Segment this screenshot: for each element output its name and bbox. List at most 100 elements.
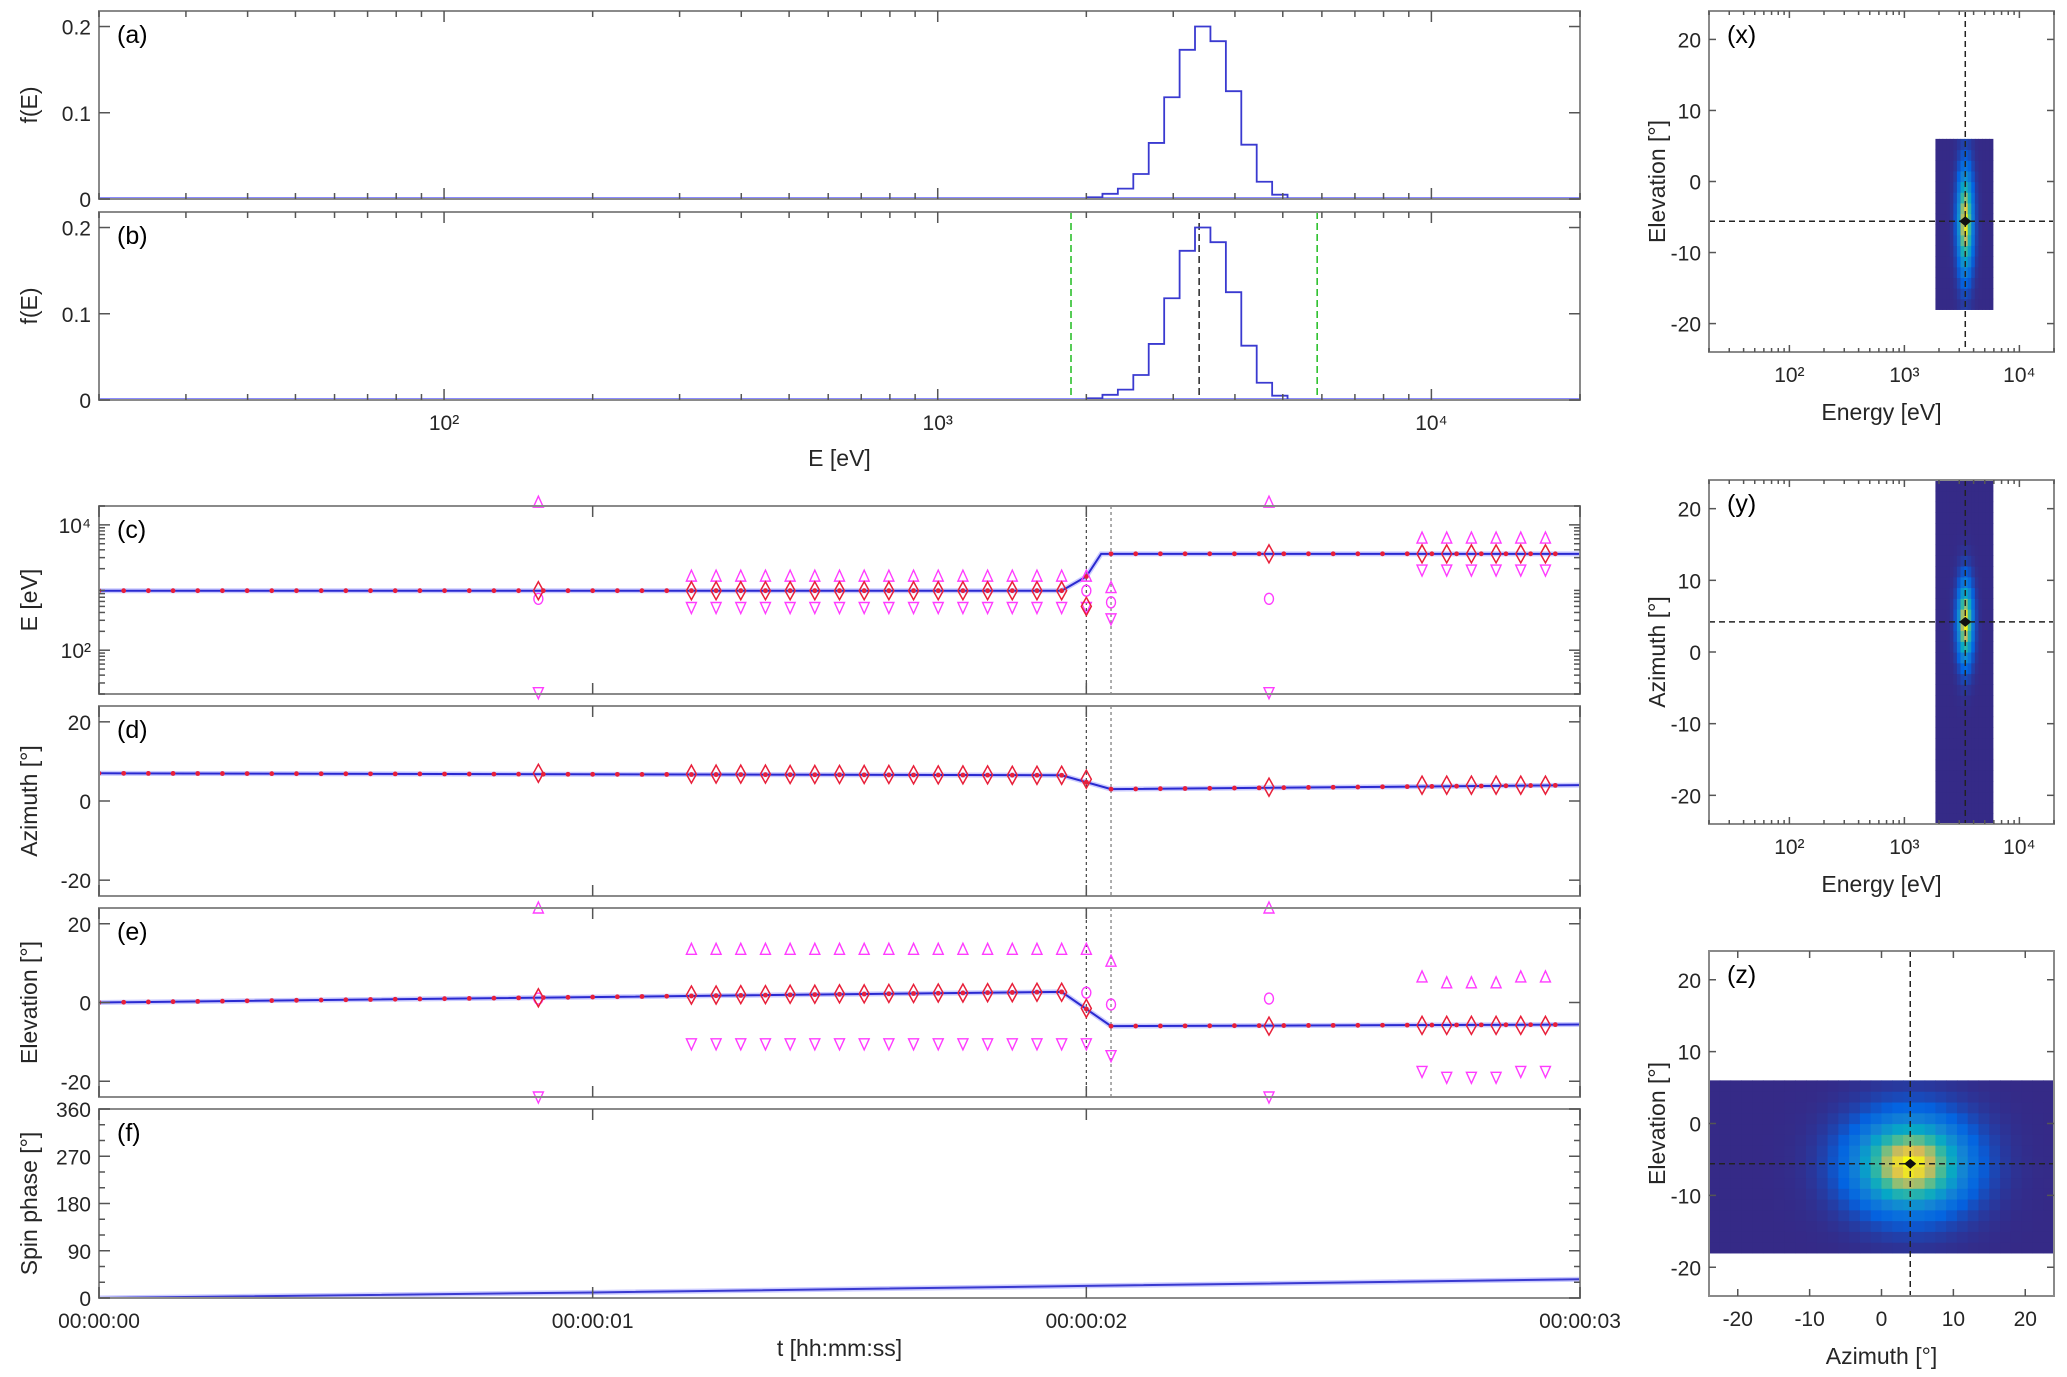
triangle-down-marker bbox=[932, 1038, 945, 1052]
heatmap-cell bbox=[1942, 256, 1947, 268]
heatmap-cell bbox=[1935, 512, 1940, 524]
heatmap-cell bbox=[1892, 1231, 1904, 1243]
triangle-up-marker bbox=[759, 941, 772, 956]
heatmap-cell bbox=[1935, 138, 1940, 151]
sample-dot bbox=[787, 588, 793, 594]
sample-dot bbox=[1478, 551, 1484, 557]
diamond-marker bbox=[833, 983, 846, 1005]
heatmap-cell bbox=[1762, 1091, 1775, 1103]
diamond-marker bbox=[907, 764, 920, 786]
heatmap-cell bbox=[1982, 576, 1987, 589]
heatmap-cell bbox=[1985, 181, 1990, 193]
heatmap-cell bbox=[1949, 609, 1954, 621]
heatmap-cell bbox=[1974, 501, 1980, 513]
x-tick-label: 00:00:01 bbox=[552, 1310, 634, 1333]
heatmap-cell bbox=[1935, 727, 1940, 739]
heatmap-cell bbox=[1816, 1198, 1829, 1211]
heatmap-cell bbox=[1903, 1145, 1915, 1157]
sample-dot bbox=[1207, 1023, 1213, 1029]
sample-dot bbox=[886, 991, 892, 997]
heatmap-cell bbox=[1946, 791, 1951, 804]
heatmap-cell bbox=[2000, 1220, 2012, 1232]
heatmap-cell bbox=[1956, 716, 1962, 728]
heatmap-cell bbox=[1741, 1188, 1753, 1200]
heatmap-cell bbox=[1946, 149, 1951, 161]
heatmap-cell bbox=[1967, 759, 1972, 771]
heatmap-cell bbox=[1816, 1242, 1829, 1254]
sample-dot bbox=[1528, 551, 1534, 557]
heatmap-cell bbox=[1971, 480, 1976, 492]
heatmap-cell bbox=[1956, 277, 1962, 289]
heatmap-cell bbox=[1935, 288, 1940, 300]
heatmap-cell bbox=[1982, 759, 1987, 771]
heatmap-cell bbox=[1881, 1091, 1893, 1103]
sample-dot bbox=[195, 999, 201, 1004]
x-axis-label: Azimuth [°] bbox=[1826, 1343, 1937, 1369]
heatmap-cell bbox=[1762, 1155, 1775, 1168]
heatmap-cell bbox=[1935, 1101, 1947, 1114]
heatmap-cell bbox=[1870, 1091, 1883, 1103]
heatmap-cell bbox=[1949, 234, 1954, 247]
heatmap-cell bbox=[1960, 256, 1965, 268]
heatmap-cell bbox=[1719, 1231, 1732, 1243]
heatmap-cell bbox=[1956, 759, 1962, 771]
heatmap-cell bbox=[1989, 1134, 2001, 1146]
heatmap-cell bbox=[1942, 652, 1947, 664]
heatmap-cell bbox=[1956, 630, 1962, 642]
sample-dot bbox=[269, 588, 275, 594]
triangle-up-marker bbox=[532, 494, 545, 508]
heatmap-cell bbox=[1967, 1188, 1980, 1200]
heatmap-cell bbox=[1946, 727, 1951, 739]
axes-frame bbox=[98, 705, 1581, 897]
heatmap-cell bbox=[1838, 1080, 1850, 1092]
y-tick-label: 0 bbox=[1689, 642, 1701, 665]
heatmap-cell bbox=[1935, 501, 1940, 513]
sample-dot bbox=[590, 771, 596, 777]
heatmap-cell bbox=[2021, 1231, 2034, 1243]
triangle-down-marker bbox=[882, 601, 895, 616]
heatmap-cell bbox=[2032, 1198, 2044, 1211]
heatmap-cell bbox=[1982, 705, 1987, 718]
triangle-down-marker bbox=[1514, 564, 1527, 578]
heatmap-cell bbox=[1967, 673, 1972, 685]
heatmap-cell bbox=[1730, 1188, 1742, 1200]
diamond-marker bbox=[1465, 543, 1478, 565]
heatmap-cell bbox=[1989, 1242, 2001, 1254]
heatmap-cell bbox=[1795, 1198, 1807, 1211]
heatmap-cell bbox=[1978, 802, 1983, 814]
triangle-up-marker bbox=[1539, 530, 1552, 544]
sample-dot bbox=[886, 588, 892, 594]
heatmap-cell bbox=[1989, 1145, 2001, 1157]
heatmap-cell bbox=[1971, 256, 1976, 268]
heatmap-cell bbox=[1806, 1209, 1818, 1222]
heatmap-cell bbox=[1967, 1242, 1980, 1254]
heatmap-cell bbox=[1978, 813, 1983, 824]
heatmap-cell bbox=[1985, 544, 1990, 556]
heatmap-cell bbox=[1982, 170, 1987, 183]
heatmap-cell bbox=[1762, 1242, 1775, 1254]
sample-dot bbox=[1429, 784, 1435, 789]
heatmap-cell bbox=[1784, 1155, 1796, 1168]
diamond-marker bbox=[1080, 595, 1093, 617]
heatmap-cell bbox=[1971, 781, 1976, 793]
heatmap-cell bbox=[1913, 1080, 1926, 1092]
heatmap-cell bbox=[1982, 277, 1987, 289]
heatmap-cell bbox=[1795, 1209, 1807, 1222]
diamond-marker bbox=[1490, 543, 1502, 565]
heatmap-cell bbox=[1974, 181, 1980, 193]
plot-area bbox=[99, 212, 1580, 400]
panel-label: (b) bbox=[117, 222, 148, 250]
diamond-marker bbox=[808, 983, 821, 1005]
heatmap-cell bbox=[1892, 1101, 1904, 1114]
heatmap-cell bbox=[1953, 630, 1958, 642]
heatmap-cell bbox=[1752, 1198, 1764, 1211]
sample-dot bbox=[1207, 785, 1213, 791]
axes-frame bbox=[98, 211, 1581, 401]
triangle-up-marker bbox=[981, 568, 994, 582]
sample-dot bbox=[886, 772, 892, 778]
heatmap-cell bbox=[1784, 1112, 1796, 1125]
heatmap-cell bbox=[1942, 181, 1947, 193]
heatmap-cell bbox=[1974, 213, 1980, 225]
heatmap-cell bbox=[1960, 813, 1965, 824]
heatmap-cell bbox=[1967, 170, 1972, 183]
